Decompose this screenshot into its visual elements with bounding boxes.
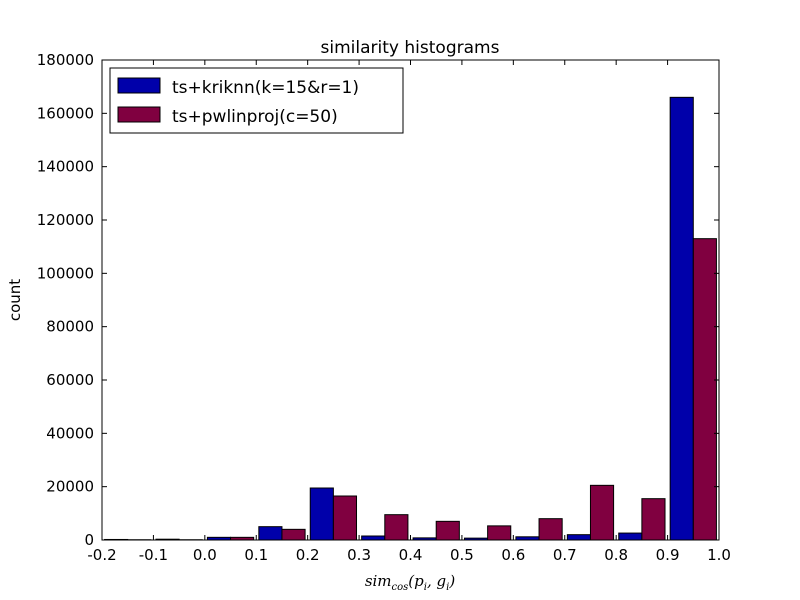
y-tick-label: 40000 — [46, 424, 94, 442]
x-tick-label: 0.9 — [656, 546, 680, 564]
bar-series-0-bin-3 — [258, 526, 283, 541]
bar-series-0-bin-9 — [566, 534, 591, 541]
x-tick-label: -0.2 — [87, 546, 116, 564]
y-tick-label: 120000 — [37, 211, 94, 229]
bar-series-1-bin-4 — [332, 495, 358, 541]
bars-group — [104, 96, 717, 541]
x-axis-label-subscript-i1: i — [424, 582, 427, 593]
bar-series-0-bin-11 — [669, 96, 694, 541]
y-axis: 0 20000 40000 60000 80000 100000 120000 140000 1… — [37, 51, 719, 549]
y-axis-label: count — [6, 279, 24, 321]
x-tick-label: 0.1 — [244, 546, 268, 564]
x-tick-label: 0.5 — [450, 546, 474, 564]
y-tick-label: 140000 — [37, 158, 94, 176]
y-tick-label: 80000 — [46, 318, 94, 336]
legend-swatch-pwlinproj — [117, 106, 161, 123]
x-axis: -0.2 -0.1 0.0 0.1 0.2 0.3 0.4 0.5 0.6 0.7 0.8 0.9 1.… — [87, 60, 731, 564]
y-tick-label: 100000 — [37, 264, 94, 282]
x-tick-label: 0.6 — [501, 546, 525, 564]
y-tick-label: 60000 — [46, 371, 94, 389]
bar-series-1-bin-8 — [538, 518, 563, 541]
x-tick-label: 0.4 — [399, 546, 423, 564]
bar-series-0-bin-4 — [309, 487, 334, 541]
bar-series-1-bin-6 — [435, 520, 460, 541]
bar-series-1-bin-5 — [384, 514, 409, 541]
chart-title: similarity histograms — [321, 38, 500, 58]
bar-series-1-bin-11 — [692, 238, 717, 541]
x-tick-label: 0.3 — [347, 546, 371, 564]
bar-series-0-bin-10 — [618, 532, 643, 541]
y-tick-label: 20000 — [46, 478, 94, 496]
x-axis-label-base: sim — [365, 572, 392, 590]
x-axis-label-mid: , g — [427, 572, 446, 590]
x-axis-label-args: (p — [408, 572, 424, 590]
legend-label-pwlinproj: ts+pwlinproj(c=50) — [172, 107, 338, 127]
legend-label-kriknn: ts+kriknn(k=15&r=1) — [172, 78, 359, 98]
bar-series-1-bin-10 — [641, 498, 666, 541]
x-axis-label-subscript-i2: i — [446, 582, 449, 593]
legend: ts+kriknn(k=15&r=1) ts+pwlinproj(c=50) — [109, 67, 404, 134]
x-tick-label: 0.8 — [604, 546, 628, 564]
x-tick-label: 0.0 — [193, 546, 217, 564]
x-tick-label: 0.2 — [296, 546, 320, 564]
bar-series-0-bin-5 — [361, 535, 386, 541]
legend-swatch-kriknn — [117, 77, 161, 94]
x-tick-label: -0.1 — [139, 546, 168, 564]
x-axis-label-close: ) — [448, 572, 455, 590]
x-tick-label: 1.0 — [707, 546, 731, 564]
bar-series-1-bin-7 — [487, 525, 512, 541]
y-tick-label: 180000 — [37, 51, 94, 69]
x-axis-label: simcos(pi, gi) — [365, 572, 456, 593]
y-tick-label: 160000 — [37, 104, 94, 122]
x-axis-label-subscript: cos — [392, 582, 409, 593]
x-tick-label: 0.7 — [553, 546, 577, 564]
bar-series-1-bin-3 — [281, 528, 306, 541]
y-tick-label: 0 — [84, 531, 94, 549]
bar-series-1-bin-9 — [589, 484, 615, 541]
